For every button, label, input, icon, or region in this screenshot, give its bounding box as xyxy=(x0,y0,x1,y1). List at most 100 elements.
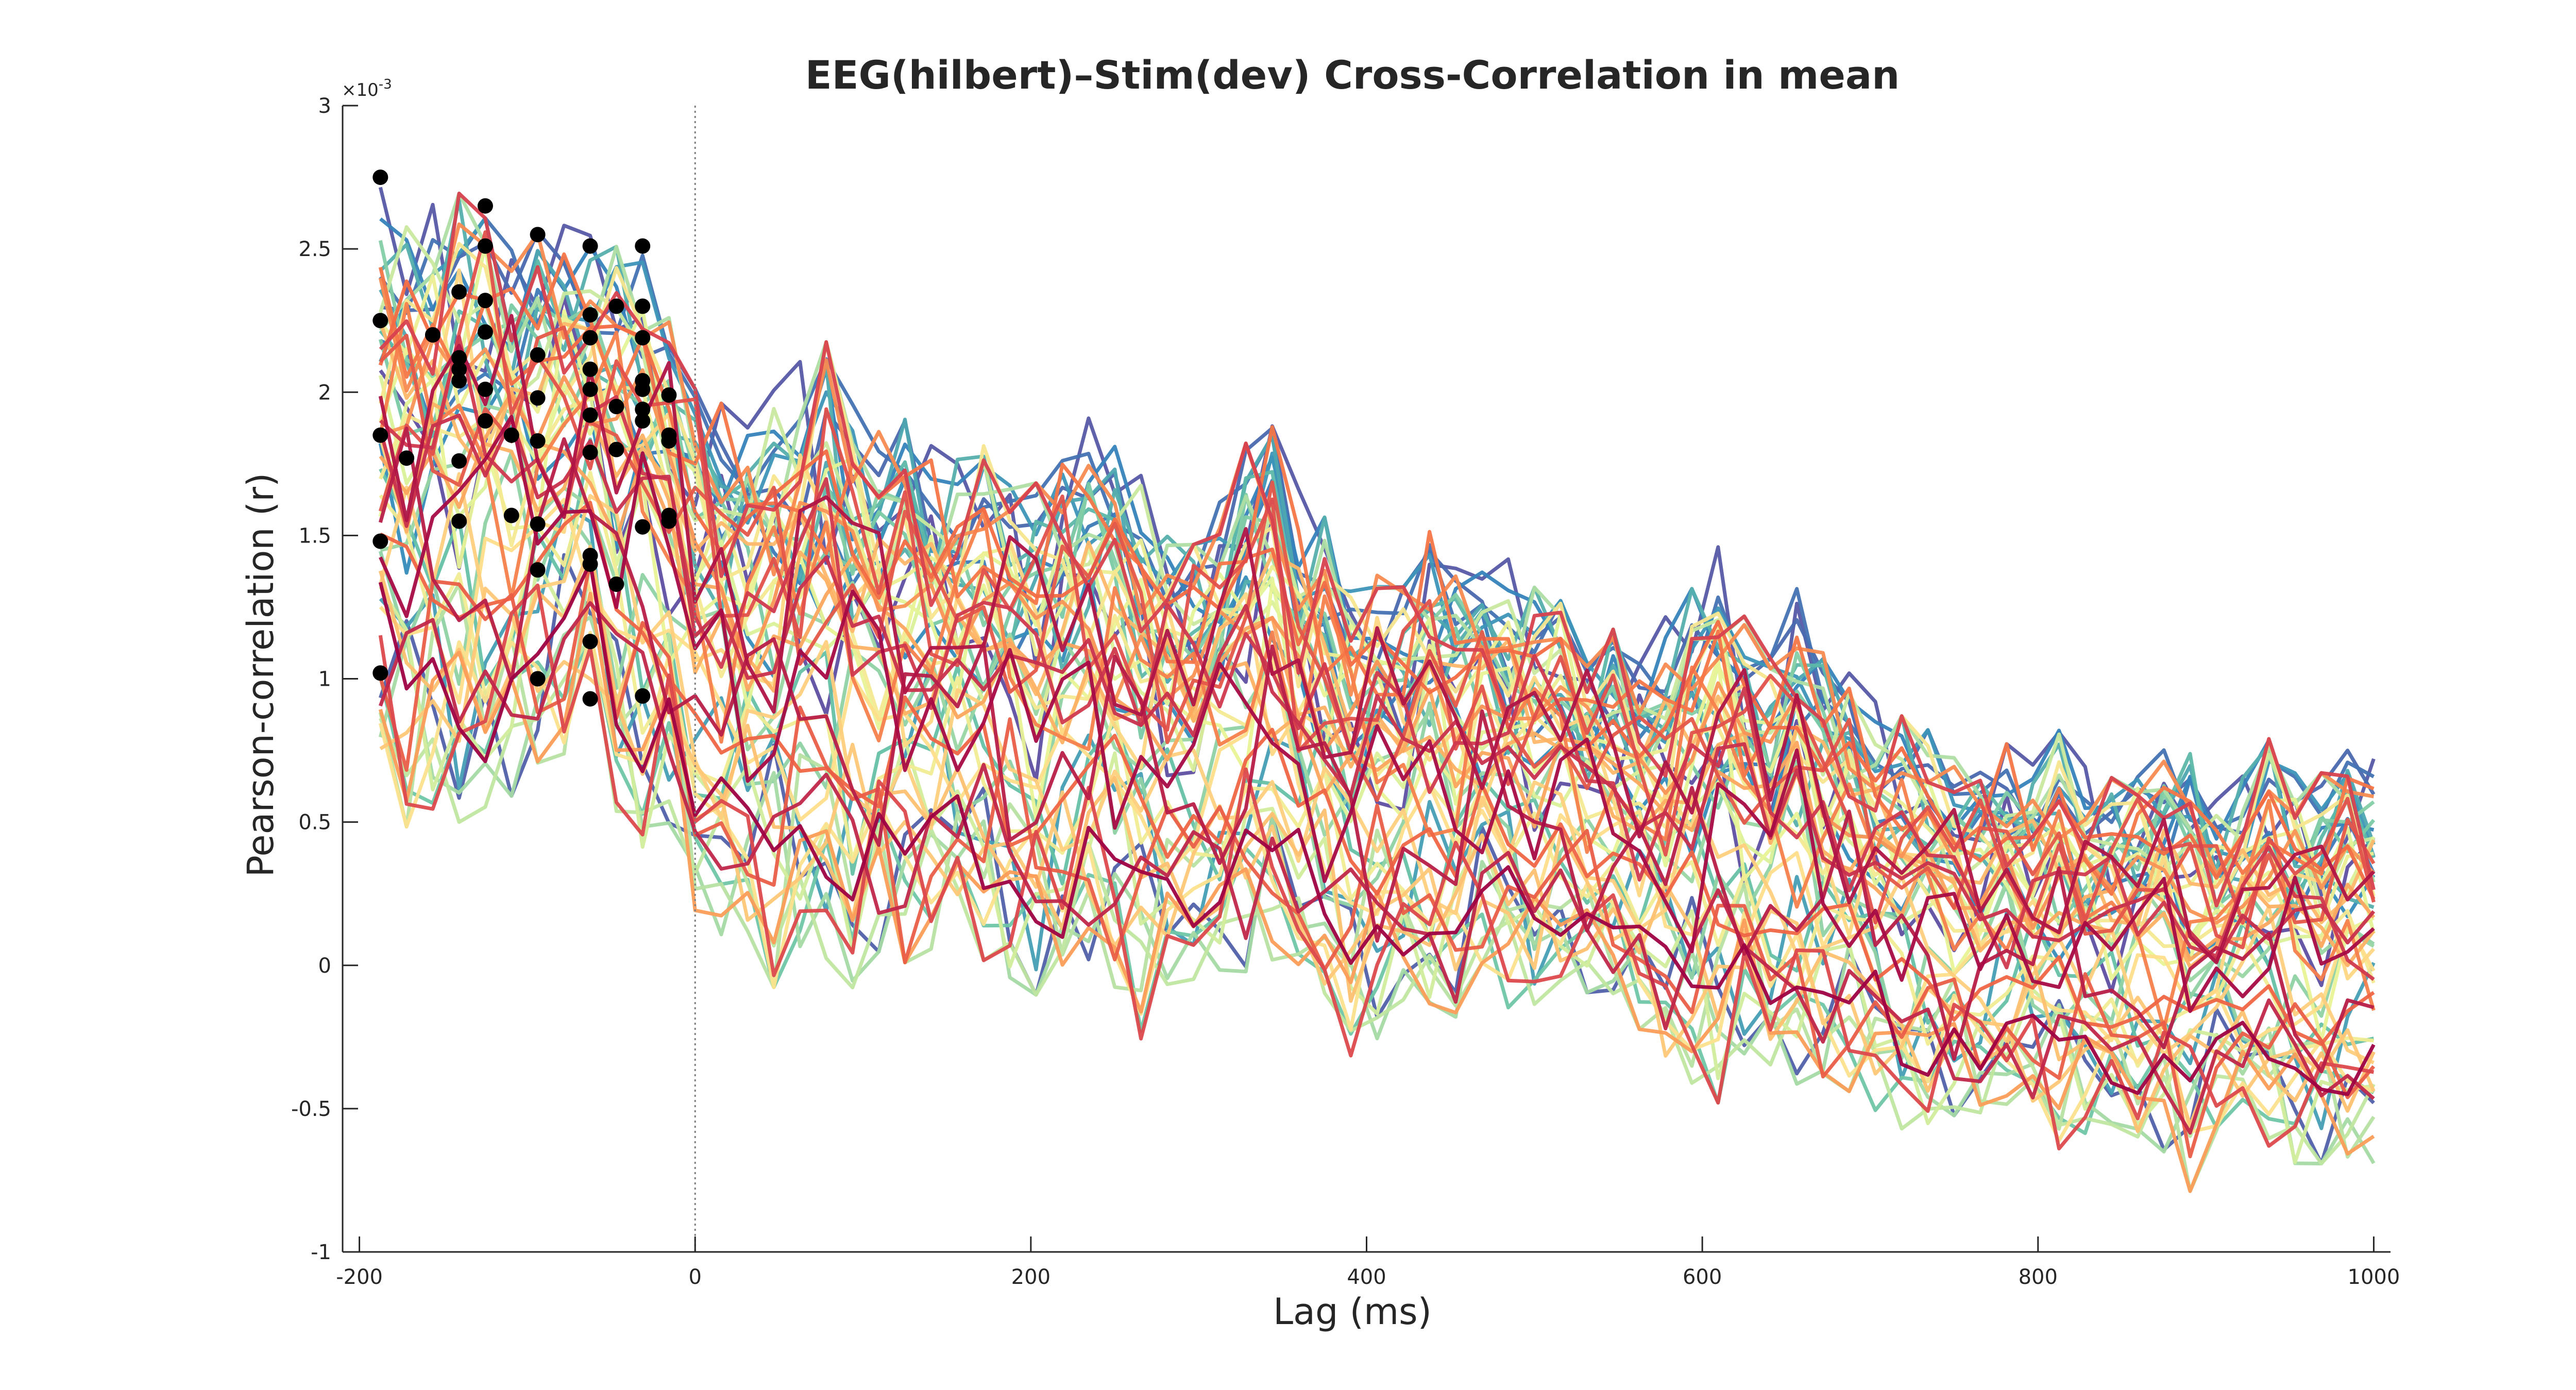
peak-marker xyxy=(451,361,467,377)
peak-marker xyxy=(372,665,388,681)
series-line xyxy=(378,561,2376,1096)
series-line xyxy=(379,501,2375,1046)
peak-markers xyxy=(372,169,677,707)
series-line xyxy=(379,335,2375,981)
peak-marker xyxy=(372,313,388,329)
peak-marker xyxy=(661,513,677,529)
y-tick-label: 0.5 xyxy=(298,811,331,835)
series-line xyxy=(379,503,2376,1130)
y-tick-label: 3 xyxy=(318,94,331,118)
series-line xyxy=(380,403,2375,987)
peak-marker xyxy=(582,381,598,397)
peak-marker xyxy=(635,688,651,704)
peak-marker xyxy=(477,293,493,309)
x-tick-label: 200 xyxy=(1011,1265,1050,1289)
y-tick-label: 1.5 xyxy=(298,524,331,548)
y-axis-label: Pearson-correlation (r) xyxy=(240,473,282,877)
x-tick-label: 0 xyxy=(688,1265,701,1289)
peak-marker xyxy=(582,634,598,650)
series-line xyxy=(378,583,2375,1150)
peak-marker xyxy=(372,427,388,443)
series-line xyxy=(378,472,2375,1064)
peak-marker xyxy=(530,227,546,243)
y-tick-label: 2 xyxy=(318,381,331,404)
peak-marker xyxy=(661,433,677,449)
series-line xyxy=(378,615,2376,1165)
y-axis-exponent-power: -3 xyxy=(379,77,392,92)
peak-marker xyxy=(635,298,651,314)
peak-marker xyxy=(503,427,519,443)
x-tick-label: 400 xyxy=(1347,1265,1386,1289)
series-line xyxy=(379,309,2375,1043)
peak-marker xyxy=(582,691,598,707)
peak-marker xyxy=(425,327,440,343)
peak-marker xyxy=(451,453,467,469)
peak-marker xyxy=(372,533,388,549)
peak-marker xyxy=(608,576,624,592)
series-line xyxy=(378,314,2375,964)
series-lines xyxy=(378,187,2376,1193)
series-line xyxy=(380,337,2375,930)
axes: -200 0 200 400 600 800 1000 -1 -0.5 0 0.5 1 1.5 2 2.5… xyxy=(291,94,2400,1289)
peak-marker xyxy=(635,401,651,417)
peak-marker xyxy=(635,519,651,535)
peak-marker xyxy=(635,330,651,346)
peak-marker xyxy=(582,307,598,323)
peak-marker xyxy=(661,387,677,403)
peak-marker xyxy=(608,442,624,457)
peak-marker xyxy=(635,238,651,254)
peak-marker xyxy=(635,381,651,397)
peak-marker xyxy=(451,373,467,388)
y-ticks: -1 -0.5 0 0.5 1 1.5 2 2.5 3 xyxy=(291,94,358,1264)
peak-marker xyxy=(451,350,467,366)
peak-marker xyxy=(399,450,415,466)
x-axis-label: Lag (ms) xyxy=(1273,1291,1432,1333)
y-tick-label: -1 xyxy=(311,1241,331,1264)
peak-marker xyxy=(608,399,624,415)
y-tick-label: 1 xyxy=(318,668,331,691)
peak-marker xyxy=(530,516,546,532)
peak-marker xyxy=(451,513,467,529)
peak-marker xyxy=(477,324,493,340)
peak-marker xyxy=(530,562,546,578)
series-line xyxy=(379,415,2375,1013)
peak-marker xyxy=(582,238,598,254)
chart-title: EEG(hilbert)–Stim(dev) Cross-Correlation… xyxy=(805,52,1900,98)
series-line xyxy=(379,192,2376,908)
y-tick-label: 0 xyxy=(318,954,331,978)
y-tick-label: -0.5 xyxy=(291,1097,331,1121)
series-line xyxy=(378,427,2375,1074)
peak-marker xyxy=(477,413,493,429)
peak-marker xyxy=(582,361,598,377)
y-axis-exponent-base: ×10 xyxy=(342,80,379,100)
series-line xyxy=(378,230,2376,950)
peak-marker xyxy=(372,169,388,185)
peak-marker xyxy=(477,381,493,397)
peak-marker xyxy=(582,556,598,572)
peak-marker xyxy=(530,347,546,363)
peak-marker xyxy=(608,298,624,314)
peak-marker xyxy=(582,330,598,346)
series-line xyxy=(379,601,2375,1135)
series-line xyxy=(379,586,2376,1128)
peak-marker xyxy=(582,445,598,461)
peak-marker xyxy=(582,407,598,423)
y-tick-label: 2.5 xyxy=(298,238,331,261)
peak-marker xyxy=(530,671,546,687)
x-ticks: -200 0 200 400 600 800 1000 xyxy=(336,1236,2400,1289)
series-line xyxy=(378,222,2375,877)
peak-marker xyxy=(635,413,651,429)
peak-marker xyxy=(477,238,493,254)
peak-marker xyxy=(477,198,493,214)
x-tick-label: 1000 xyxy=(2348,1265,2400,1289)
x-tick-label: -200 xyxy=(336,1265,383,1289)
peak-marker xyxy=(530,433,546,449)
peak-marker xyxy=(530,390,546,406)
peak-marker xyxy=(451,284,467,300)
series-line xyxy=(379,470,2374,1068)
x-tick-label: 600 xyxy=(1683,1265,1722,1289)
x-tick-label: 800 xyxy=(2019,1265,2058,1289)
y-axis-exponent: ×10-3 xyxy=(342,77,392,100)
